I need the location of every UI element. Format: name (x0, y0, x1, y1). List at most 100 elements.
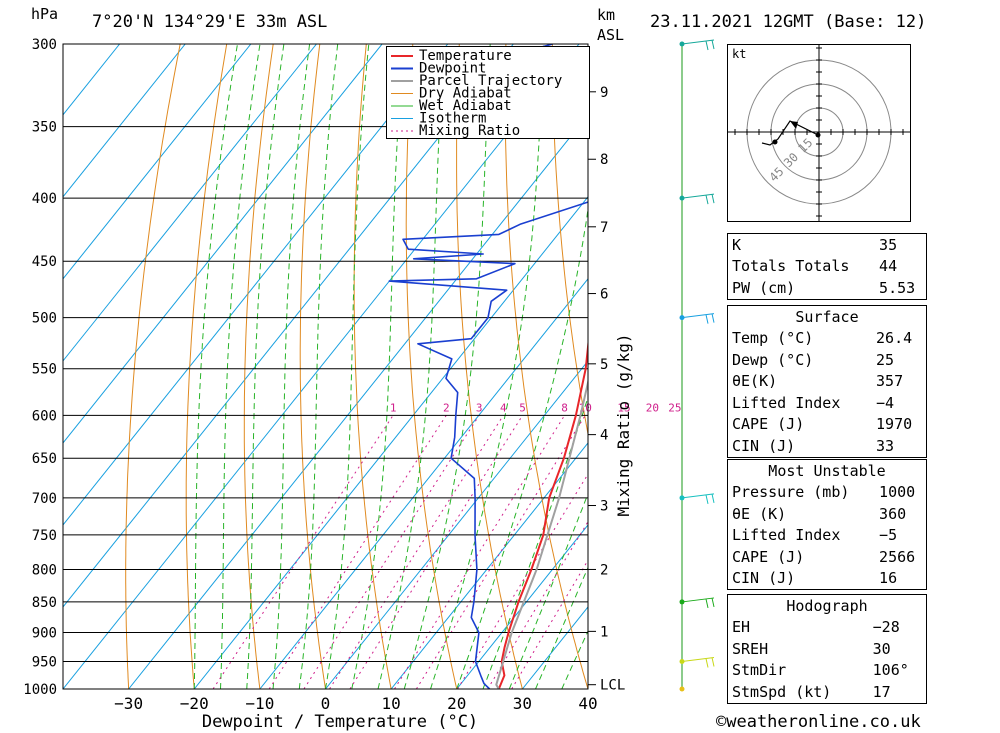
mixing-ratio-line (268, 415, 447, 689)
surface-table: Surface Temp (°C) 26.4 Dewp (°C) 25 θE(K) 3… (727, 305, 927, 458)
mu-theta-value: 360 (879, 504, 907, 523)
tt-value: 44 (879, 257, 898, 276)
parcel-trajectory-line (495, 378, 588, 689)
wet-adiabat-line (456, 206, 588, 689)
legend-label: Parcel Trajectory (419, 73, 562, 89)
copyright: ©weatheronline.co.uk (716, 712, 921, 732)
legend: Temperature Dewpoint Parcel Trajectory Dry … (386, 46, 590, 139)
wet-adiabat-line (246, 44, 285, 689)
isotherm-line (63, 44, 317, 362)
pressure-tick-label: 350 (32, 120, 57, 136)
hodograph-table: Hodograph EH −28 SREH 30 StmDir 106° StmSpd… (727, 594, 927, 704)
dry-adiabat-line (243, 44, 274, 689)
stmdir-label: StmDir (732, 661, 787, 680)
x-axis-label: Dewpoint / Temperature (°C) (202, 712, 478, 732)
isotherm-line (259, 278, 588, 689)
pressure-tick-label: 850 (32, 595, 57, 611)
mixing-ratio-line (394, 415, 566, 689)
temperature-tick-label: −30 (114, 694, 143, 713)
mu-pressure-label: Pressure (mb) (732, 483, 850, 502)
mixing-ratio-line (415, 415, 586, 689)
isotherm-line (63, 44, 252, 280)
wet-adiabat-line (220, 44, 261, 689)
km-unit-label: km (597, 6, 616, 24)
mixing-ratio-label: 8 (561, 401, 568, 414)
mu-theta-label: θE (K) (732, 504, 787, 523)
isotherm-line (63, 44, 383, 444)
isotherm-line (63, 44, 514, 608)
surface-theta-value: 357 (876, 372, 904, 391)
isotherm-line (63, 44, 121, 116)
pressure-tick-label: 950 (32, 655, 57, 671)
wet-adiabat-line (403, 44, 491, 689)
mixing-ratio-label: 2 (443, 401, 450, 414)
hodograph-unit: kt (732, 47, 746, 61)
sreh-value: 30 (872, 639, 891, 658)
pressure-tick-label: 700 (32, 491, 57, 507)
dry-adiabat-line (971, 44, 1000, 689)
pressure-tick-label: 900 (32, 626, 57, 642)
isotherm-line (63, 44, 449, 526)
legend-label: Mixing Ratio (419, 123, 520, 138)
isotherm-line (63, 44, 186, 198)
sreh-label: SREH (732, 639, 769, 658)
plot-frame (62, 43, 589, 690)
surface-cin-label: CIN (J) (732, 436, 796, 455)
isotherm-line (456, 524, 588, 689)
pw-label: PW (cm) (732, 278, 796, 297)
mixing-ratio-label: 1 (390, 401, 397, 414)
stmspd-label: StmSpd (kt) (732, 682, 832, 701)
pressure-tick-label: 550 (32, 362, 57, 378)
pressure-tick-label: 1000 (23, 682, 57, 698)
hodograph-point (815, 132, 821, 138)
mixing-ratio-line (329, 415, 504, 689)
eh-label: EH (732, 618, 751, 637)
mixing-ratio-label: 25 (668, 401, 681, 414)
temperature-tick-label: 20 (447, 694, 466, 713)
hodograph-ring-label: 15 (795, 135, 815, 155)
dry-adiabat-line (125, 44, 181, 689)
temperature-tick-labels: −30 −20 −10 0 10 20 30 40 (114, 694, 597, 713)
location-title: 7°20'N 134°29'E 33m ASL (92, 12, 328, 32)
surface-temp-label: Temp (°C) (732, 329, 814, 348)
km-tick-label: 4 (600, 428, 608, 444)
mixing-ratio-line (511, 559, 588, 689)
dry-adiabat-line (925, 44, 1000, 689)
pressure-tick-label: 500 (32, 311, 57, 327)
index-table: K 35 Totals Totals 44 PW (cm) 5.53 (727, 233, 927, 300)
dewpoint-line (388, 44, 588, 689)
pressure-tick-label: 800 (32, 562, 57, 578)
pressure-tick-labels: 300 350 400 450 500 550 600 650 700 750 800 850 900 9… (23, 37, 57, 698)
most-unstable-title: Most Unstable (768, 461, 886, 480)
mixing-ratio-labels: 1 2 3 4 5 8 10 15 20 25 (390, 401, 682, 414)
hodograph-panel: kt 15 30 45 (727, 44, 911, 222)
km-tick-label: 1 (600, 624, 608, 640)
surface-li-label: Lifted Index (732, 393, 841, 412)
wet-adiabat-line (193, 44, 238, 689)
stmdir-value: 106° (872, 661, 909, 680)
mu-cin-label: CIN (J) (732, 569, 796, 588)
isotherm-line (63, 44, 580, 689)
mixing-ratio-label: 3 (476, 401, 483, 414)
wind-barb (681, 313, 715, 324)
temperature-tick-label: 10 (381, 694, 400, 713)
surface-cin-value: 33 (876, 436, 895, 455)
mu-cape-value: 2566 (879, 547, 916, 566)
mixing-ratio-line (212, 415, 394, 689)
km-tick-label: 7 (600, 220, 608, 236)
temperature-tick-label: 0 (321, 694, 331, 713)
stmspd-value: 17 (872, 682, 891, 701)
pressure-lines (63, 43, 588, 690)
hodograph-title: Hodograph (786, 596, 868, 615)
km-tick-label: 9 (600, 85, 608, 101)
surface-title: Surface (795, 307, 859, 326)
mu-li-value: −5 (879, 526, 898, 545)
mixing-ratio-label: 5 (519, 401, 526, 414)
hpa-unit-label: hPa (31, 5, 59, 23)
wind-barb (681, 493, 715, 505)
mu-cin-value: 16 (879, 569, 898, 588)
mu-pressure-value: 1000 (879, 483, 916, 502)
pressure-tick-label: 300 (32, 37, 57, 53)
dry-adiabat-line (353, 44, 392, 689)
km-tick-label: 6 (600, 287, 608, 303)
